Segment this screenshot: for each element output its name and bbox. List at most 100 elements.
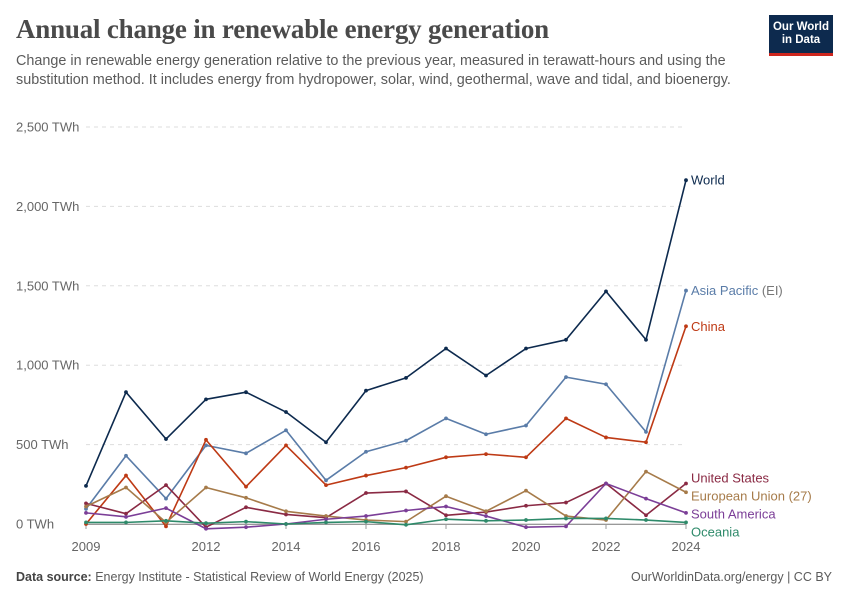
data-point: [364, 388, 368, 393]
data-point: [364, 514, 368, 518]
data-point: [684, 288, 688, 293]
data-point: [524, 346, 528, 351]
x-tick-label: 2009: [72, 539, 101, 554]
data-point: [684, 178, 688, 183]
chart-title: Annual change in renewable energy genera…: [16, 14, 549, 44]
series-label: South America: [691, 507, 776, 522]
data-point: [204, 443, 208, 448]
data-point: [404, 508, 408, 513]
data-point: [164, 496, 168, 501]
series-label: World: [691, 173, 725, 188]
data-point: [484, 373, 488, 378]
series-line: [85, 482, 687, 528]
data-point: [444, 416, 448, 421]
data-point: [604, 382, 608, 387]
data-point: [204, 397, 208, 402]
data-point: [84, 510, 88, 515]
data-point: [124, 390, 128, 395]
data-point: [324, 514, 328, 518]
data-point: [684, 481, 688, 486]
data-point: [444, 494, 448, 499]
series-label-name: China: [691, 319, 726, 334]
data-point: [524, 518, 528, 522]
data-point: [524, 488, 528, 493]
data-point: [524, 423, 528, 428]
data-point: [644, 337, 648, 342]
series-label: European Union (27): [691, 489, 812, 504]
data-point: [684, 510, 688, 515]
data-point: [284, 428, 288, 433]
series-label-name: World: [691, 173, 725, 188]
data-point: [284, 443, 288, 448]
data-point: [84, 483, 88, 488]
data-point: [604, 289, 608, 294]
data-point: [164, 437, 168, 441]
data-source-text: Energy Institute - Statistical Review of…: [91, 570, 424, 584]
data-point: [564, 337, 568, 342]
footer-link[interactable]: OurWorldinData.org/energy | CC BY: [630, 570, 832, 584]
owid-logo[interactable]: Our World in Data: [769, 15, 833, 56]
x-tick-label: 2012: [192, 539, 221, 554]
data-point: [444, 513, 448, 518]
axis-layer: 0 TWh 500 TWh 1,000 TWh 1,500 TWh 2,000 TWh 2…: [16, 120, 700, 555]
data-point: [444, 517, 448, 522]
y-tick-label: 0 TWh: [16, 517, 54, 532]
series-line: [85, 326, 687, 528]
data-point: [444, 346, 448, 351]
data-point: [244, 505, 248, 510]
data-point: [124, 473, 128, 478]
data-point: [684, 324, 688, 329]
data-point: [404, 522, 408, 527]
logo-line-2: in Data: [781, 34, 821, 46]
grid-layer: [86, 126, 686, 525]
data-point: [244, 519, 248, 524]
data-point: [564, 375, 568, 380]
series-line: [85, 180, 687, 487]
x-tick-label: 2024: [672, 539, 701, 554]
data-point: [364, 491, 368, 495]
data-source: Data source: Energy Institute - Statisti…: [16, 570, 424, 584]
x-tick-label: 2014: [272, 539, 301, 554]
series-label-name: South America: [691, 507, 776, 522]
data-point: [444, 504, 448, 509]
data-point: [324, 440, 328, 445]
y-tick-label: 2,000 TWh: [16, 199, 79, 214]
series-label: Asia Pacific (EI): [691, 283, 783, 298]
data-point: [204, 526, 208, 531]
data-point: [564, 416, 568, 421]
data-point: [564, 524, 568, 529]
series-label-name: Oceania: [691, 525, 740, 540]
x-tick-label: 2022: [592, 539, 621, 554]
series-label-name: United States: [691, 471, 770, 486]
data-point: [164, 524, 168, 529]
data-point: [324, 520, 328, 525]
y-tick-label: 500 TWh: [16, 437, 69, 452]
data-point: [244, 495, 248, 500]
y-tick-label: 1,000 TWh: [16, 358, 79, 373]
data-point: [404, 438, 408, 443]
data-point: [284, 509, 288, 514]
data-point: [164, 483, 168, 487]
logo-line-1: Our World: [772, 21, 829, 33]
data-point: [84, 520, 88, 525]
y-tick-label: 1,500 TWh: [16, 278, 79, 293]
data-point: [364, 449, 368, 454]
data-point: [564, 500, 568, 505]
data-point: [604, 481, 608, 486]
y-tick-label: 2,500 TWh: [16, 120, 79, 135]
data-point: [404, 465, 408, 470]
data-point: [284, 522, 288, 526]
data-point: [644, 518, 648, 522]
data-point: [324, 483, 328, 487]
data-point: [524, 455, 528, 460]
x-tick-label: 2016: [352, 539, 381, 554]
series-line: [85, 290, 687, 510]
data-point: [604, 516, 608, 521]
data-point: [324, 517, 328, 522]
data-point: [124, 520, 128, 525]
data-point: [644, 429, 648, 434]
data-point: [404, 489, 408, 494]
data-point: [644, 469, 648, 474]
data-point: [404, 519, 408, 524]
